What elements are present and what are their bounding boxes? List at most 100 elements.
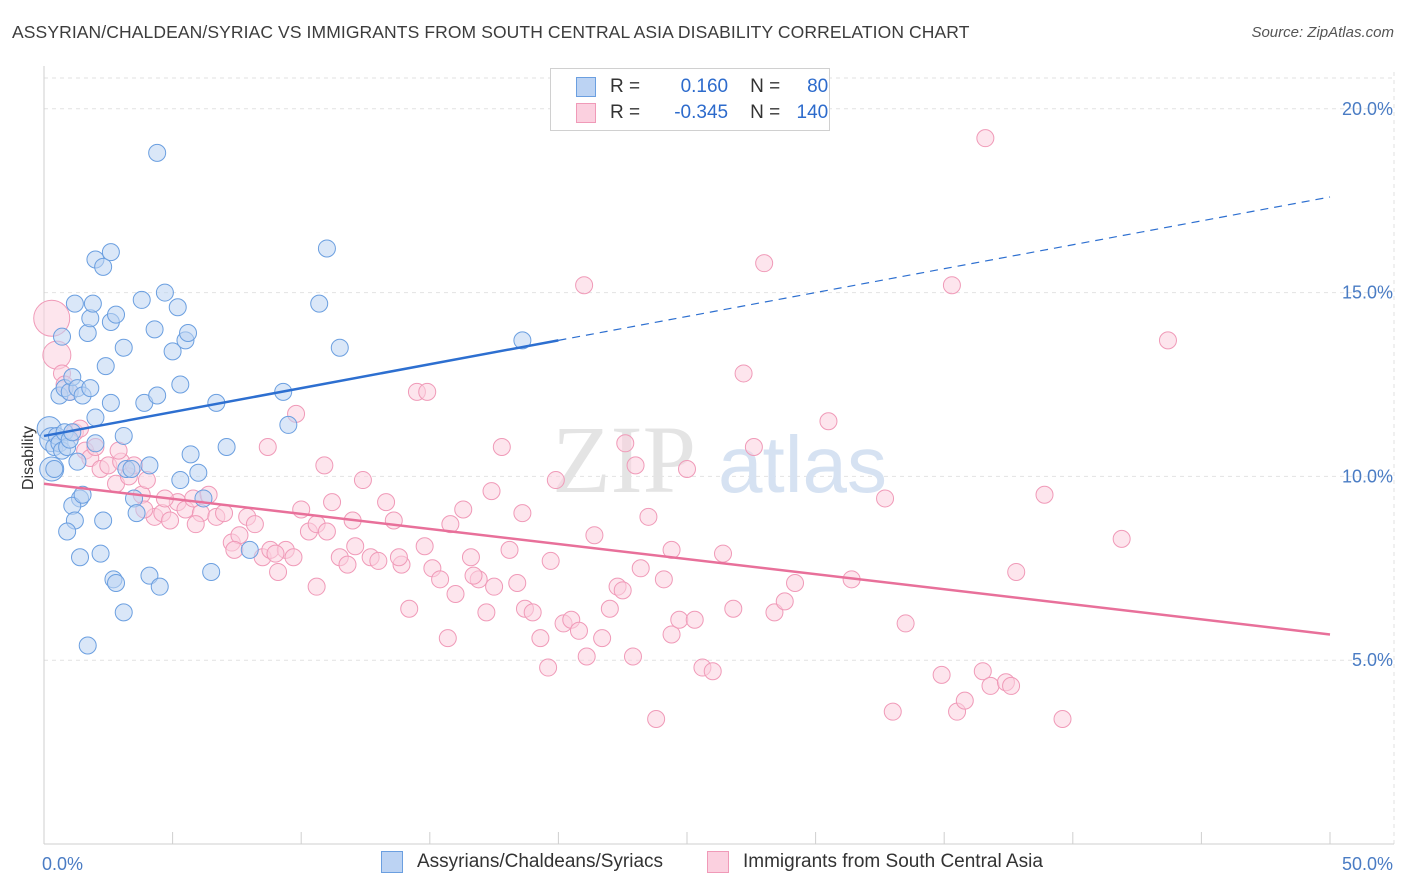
blue-point-36: [127, 504, 146, 523]
blue-point-47: [179, 324, 198, 343]
blue-point-52: [202, 562, 221, 581]
legend-n-label: N =: [750, 76, 781, 97]
trend-line-assyrians: [43, 339, 559, 438]
pink-point-53: [415, 537, 434, 556]
pink-point-64: [500, 540, 519, 559]
pink-point-27: [215, 504, 234, 523]
pink-point-114: [1053, 710, 1072, 729]
blue-point-50: [189, 463, 208, 482]
pink-point-79: [616, 434, 635, 453]
watermark: ZIP atlas: [552, 406, 887, 513]
blue-point-25: [94, 257, 113, 276]
pink-point-69: [539, 658, 558, 677]
pink-point-31: [245, 515, 264, 534]
pink-point-74: [577, 647, 596, 666]
y-axis-label: Disability: [20, 426, 37, 490]
pink-point-103: [896, 614, 915, 633]
blue-point-40: [145, 320, 164, 339]
trend-line-assyrians-projection: [558, 196, 1331, 341]
pink-point-85: [662, 625, 681, 644]
pink-point-55: [431, 570, 450, 589]
pink-point-91: [714, 544, 733, 563]
legend-r-value: 0.160: [680, 76, 729, 97]
pink-point-125: [541, 551, 560, 570]
blue-point-74: [150, 577, 169, 596]
blue-point-23: [81, 379, 100, 398]
pink-point-82: [639, 507, 658, 526]
pink-point-111: [1002, 676, 1021, 695]
pink-point-87: [678, 460, 696, 479]
blue-point-73: [140, 566, 159, 585]
pink-point-104: [932, 665, 951, 684]
pink-point-132: [626, 456, 645, 475]
legend-n-value: 80: [807, 76, 829, 97]
pink-point-75: [585, 526, 604, 545]
pink-point-80: [623, 647, 642, 666]
pink-point-136: [186, 515, 205, 534]
legend-swatch-blue: [576, 77, 596, 97]
blue-point-22: [83, 294, 102, 313]
pink-point-17: [137, 471, 156, 490]
pink-point-134: [307, 577, 326, 596]
blue-point-27: [96, 357, 115, 376]
pink-point-98: [786, 573, 805, 592]
y-tick-label-0: 5.0%: [1352, 650, 1393, 670]
pink-point-48: [377, 493, 396, 512]
blue-point-79: [86, 408, 105, 427]
blue-point-26: [101, 243, 120, 262]
blue-point-37: [132, 290, 151, 309]
pink-point-73: [569, 621, 588, 640]
blue-point-72: [114, 603, 133, 622]
watermark-zip: ZIP: [552, 406, 696, 513]
y-tick-label-2: 15.0%: [1342, 283, 1393, 303]
blue-point-45: [171, 375, 190, 394]
pink-point-63: [492, 437, 511, 456]
pink-point-133: [266, 544, 285, 563]
blue-point-49: [181, 445, 200, 464]
blue-point-48: [171, 471, 190, 490]
pink-point-68: [531, 629, 550, 648]
watermark-atlas: atlas: [718, 420, 887, 509]
pink-point-117: [976, 129, 995, 148]
pink-point-36: [284, 548, 303, 567]
pink-point-44: [346, 537, 365, 556]
pink-point-58: [454, 500, 473, 519]
blue-point-71: [107, 573, 126, 592]
blue-point-75: [78, 636, 97, 655]
pink-point-45: [353, 471, 372, 490]
pink-point-94: [744, 437, 763, 456]
pink-point-96: [765, 603, 784, 622]
blue-point-43: [163, 342, 182, 361]
legend-swatch-pink: [576, 103, 596, 123]
pink-point-62: [485, 577, 504, 596]
series-immigrants-points: [33, 129, 1177, 729]
blue-point-31: [114, 338, 133, 357]
blue-point-63: [86, 434, 105, 453]
pink-point-40: [315, 456, 334, 475]
pink-point-97: [775, 592, 794, 611]
pink-point-109: [981, 676, 1000, 695]
blue-point-76: [94, 511, 113, 530]
pink-point-41: [323, 493, 342, 512]
pink-point-105: [942, 276, 961, 295]
blue-point-28: [101, 393, 120, 412]
correlation-legend: R = 0.160 N = 80 R = -0.345 N = 140: [550, 68, 830, 131]
pink-point-56: [438, 629, 457, 648]
blue-point-17: [65, 294, 84, 313]
series-label-immigrants: Immigrants from South Central Asia: [743, 851, 1043, 872]
blue-point-55: [240, 540, 259, 559]
pink-point-99: [819, 412, 838, 431]
blue-point-21: [81, 309, 100, 328]
pink-point-118: [575, 276, 594, 295]
pink-point-65: [508, 573, 527, 592]
pink-point-83: [647, 710, 666, 729]
blue-point-30: [107, 305, 126, 324]
pink-point-95: [755, 254, 774, 273]
pink-point-34: [269, 562, 288, 581]
pink-point-108: [973, 662, 992, 681]
x-tick-label-0: 0.0%: [42, 854, 83, 874]
blue-point-64: [68, 452, 87, 471]
blue-point-42: [155, 283, 174, 302]
pink-point-0: [33, 299, 71, 337]
y-tick-label-3: 20.0%: [1342, 99, 1393, 119]
